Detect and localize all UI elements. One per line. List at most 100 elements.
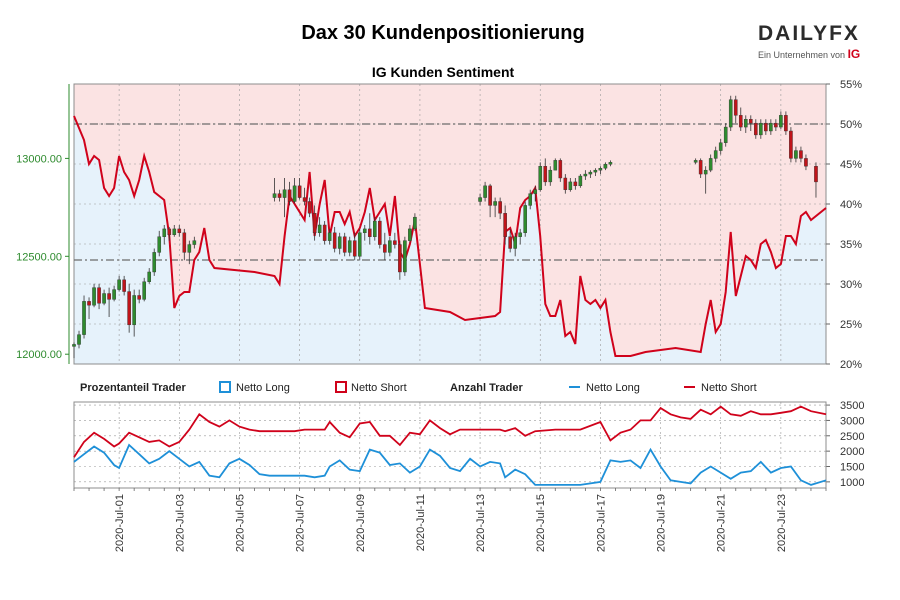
candle-body	[804, 158, 808, 167]
candle-body	[708, 158, 713, 171]
legend-label-short-percent: Netto Short	[351, 382, 407, 394]
candle-body	[272, 193, 277, 198]
legend-group-count: Anzahl Trader	[450, 382, 523, 394]
x-axis-label: 2020-Jul-01	[114, 494, 126, 552]
legend-label-long-count: Netto Long	[586, 382, 640, 394]
candle-body	[122, 279, 126, 292]
candle-body	[157, 236, 162, 253]
x-axis-label: 2020-Jul-19	[656, 494, 668, 552]
candle-body	[297, 185, 302, 198]
candle-body	[282, 189, 287, 198]
candle-body	[192, 240, 197, 245]
candle-body	[332, 232, 337, 249]
candle-body	[543, 166, 548, 183]
candle-body	[312, 213, 317, 234]
x-axis-label: 2020-Jul-07	[295, 494, 307, 552]
bottom-axis-label: 3000	[840, 415, 864, 427]
candle-body	[508, 236, 512, 249]
candle-body	[488, 185, 492, 206]
x-axis-label: 2020-Jul-09	[355, 494, 367, 552]
candle-body	[513, 236, 517, 249]
candle-body	[132, 295, 136, 326]
plot-frame-bottom	[73, 401, 827, 489]
bottom-axis-label: 2000	[840, 446, 864, 458]
candle-body	[177, 228, 182, 234]
bottom-axis-label: 1500	[840, 462, 864, 474]
candle-body	[292, 185, 297, 202]
candle-body	[92, 287, 96, 306]
x-axis-label: 2020-Jul-11	[415, 494, 427, 551]
candle-body	[483, 185, 487, 198]
right-axis-label: 20%	[840, 359, 862, 371]
x-axis-label: 2020-Jul-03	[174, 494, 186, 552]
candle-body	[789, 130, 793, 159]
candle-body	[357, 232, 362, 257]
candle-body	[693, 160, 698, 163]
candle-body	[538, 166, 543, 190]
logo-wordmark: DAILYFX	[758, 22, 870, 46]
candle-body	[784, 115, 788, 132]
legend-group-percent: Prozentanteil Trader	[80, 382, 186, 394]
bottom-axis-label: 1000	[840, 477, 864, 489]
candle-body	[478, 197, 482, 202]
candle-body	[342, 236, 347, 253]
candle-body	[152, 252, 157, 273]
candle-body	[413, 216, 417, 230]
chart-subtitle: IG Kunden Sentiment	[371, 64, 515, 80]
legend-label-short-count: Netto Short	[701, 382, 757, 394]
candle-body	[598, 167, 603, 171]
x-axis-label: 2020-Jul-23	[776, 494, 788, 552]
candle-body	[518, 232, 522, 237]
candle-body	[703, 169, 708, 175]
left-axis-label: 12500.00	[16, 251, 62, 263]
candle-body	[102, 293, 106, 304]
candle-body	[794, 150, 798, 159]
candle-body	[97, 287, 101, 304]
candle-body	[733, 99, 738, 116]
candle-body	[408, 228, 412, 241]
candle-body	[493, 201, 497, 206]
right-axis-label: 55%	[840, 79, 862, 91]
right-axis-label: 25%	[840, 319, 862, 331]
candle-body	[738, 115, 743, 128]
candle-body	[799, 150, 803, 159]
candle-body	[759, 122, 763, 136]
short-count-line	[73, 405, 827, 458]
left-axis-label: 12000.00	[16, 349, 62, 361]
candle-body	[117, 279, 121, 290]
candle-body	[563, 177, 568, 190]
candle-body	[603, 164, 608, 169]
x-axis-label: 2020-Jul-13	[475, 494, 487, 552]
candle-body	[182, 232, 187, 253]
logo-wordmark-a: DAILY	[758, 22, 830, 45]
candle-body	[302, 197, 307, 202]
candle-body	[373, 220, 377, 237]
candle-body	[172, 228, 177, 235]
x-axis-label: 2020-Jul-21	[716, 494, 728, 552]
candle-body	[112, 289, 116, 300]
x-axis-label: 2020-Jul-15	[535, 494, 547, 552]
candle-body	[814, 166, 818, 183]
legend-swatch-short-percent	[335, 381, 347, 393]
candle-body	[558, 160, 563, 179]
legend-label-long-percent: Netto Long	[236, 382, 290, 394]
candle-body	[327, 232, 332, 241]
candle-body	[277, 193, 282, 198]
candle-body	[503, 213, 507, 237]
long-count-line	[73, 443, 827, 486]
candle-body	[388, 240, 392, 253]
logo-tagline: Ein Unternehmen von IG	[758, 47, 870, 61]
candle-body	[498, 201, 502, 214]
candle-body	[754, 122, 758, 136]
candle-body	[187, 244, 192, 253]
x-axis-label: 2020-Jul-17	[595, 494, 607, 552]
candle-body	[588, 171, 593, 175]
candle-body	[352, 240, 357, 257]
candle-body	[593, 169, 598, 173]
candle-body	[743, 119, 748, 128]
ig-brand-mark: IG	[847, 47, 861, 61]
candle-body	[533, 189, 538, 194]
candle-body	[142, 281, 146, 300]
candle-body	[723, 126, 728, 143]
